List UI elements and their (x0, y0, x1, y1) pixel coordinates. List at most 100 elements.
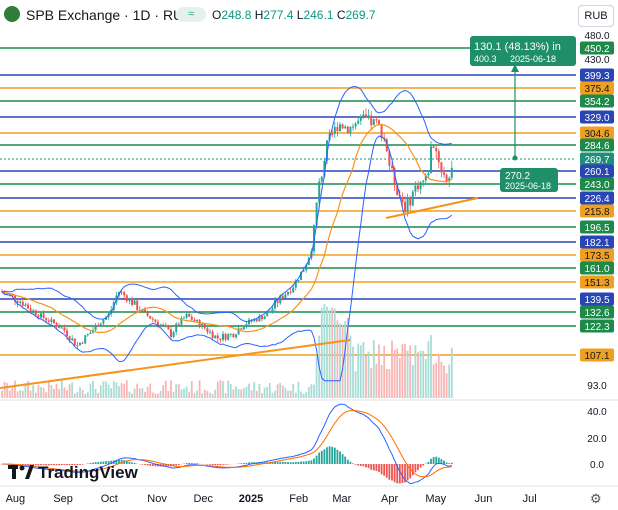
macd-histogram-bar (188, 462, 191, 464)
candle-body (216, 335, 219, 339)
low-label: L (296, 8, 304, 22)
volume-bar (110, 388, 113, 398)
volume-bar (21, 390, 24, 398)
macd-histogram-bar (164, 464, 167, 467)
volume-bar (216, 381, 219, 398)
candle-body (268, 311, 271, 313)
close-value: 269.7 (345, 8, 376, 22)
candle-body (391, 165, 393, 168)
volume-bar (448, 364, 451, 398)
candle-body (362, 114, 365, 117)
macd-histogram-bar (34, 464, 37, 466)
macd-histogram-bar (292, 462, 295, 464)
volume-bar (396, 348, 399, 398)
candle-body (378, 120, 380, 125)
symbol-title[interactable]: SPB Exchange · 1D · RUS (26, 7, 193, 23)
macd-histogram-bar (276, 461, 279, 464)
macd-histogram-bar (37, 464, 40, 466)
volume-bar (268, 382, 271, 398)
volume-bar (105, 381, 107, 398)
volume-bar (55, 383, 58, 398)
candle-body (266, 312, 269, 317)
macd-axis-label: 20.0 (587, 434, 607, 445)
volume-bar (248, 383, 250, 398)
x-tick-label: Sep (53, 493, 73, 505)
candle-body (128, 298, 131, 302)
macd-histogram-bar (344, 456, 347, 464)
volume-bar (81, 389, 84, 398)
candle-body (151, 318, 154, 320)
volume-bar (263, 387, 266, 398)
level-label-226.4: 226.4 (584, 194, 609, 205)
macd-histogram-bar (55, 464, 58, 466)
macd-histogram-bar (320, 450, 323, 464)
macd-histogram-bar (224, 464, 227, 465)
level-label-304.6: 304.6 (584, 129, 609, 140)
volume-bar (206, 390, 209, 398)
volume-bar (196, 390, 198, 398)
volume-bar (92, 380, 94, 398)
candle-body (367, 115, 370, 118)
macd-histogram-bar (339, 451, 341, 464)
candle-body (214, 335, 217, 339)
candle-body (385, 139, 388, 152)
macd-histogram-bar (115, 459, 118, 464)
macd-histogram-bar (222, 464, 224, 465)
candle-body (198, 320, 201, 327)
macd-histogram-bar (300, 461, 302, 464)
level-label-354.2: 354.2 (584, 97, 609, 108)
volume-bar (365, 355, 367, 398)
candle-body (253, 319, 256, 322)
volume-bar (310, 384, 313, 398)
candle-body (211, 331, 214, 339)
level-tag-450.2 (580, 41, 614, 55)
macd-histogram-bar (404, 464, 406, 483)
measure-top-box (470, 36, 576, 66)
volume-bar (297, 381, 300, 398)
macd-histogram-bar (216, 464, 219, 466)
candle-body (349, 126, 352, 134)
volume-bar (86, 392, 89, 398)
candle-body (333, 127, 336, 135)
level-label-132.6: 132.6 (584, 308, 609, 319)
currency-selector[interactable]: RUB (578, 5, 614, 27)
volume-bar (141, 388, 144, 398)
macd-histogram-bar (42, 464, 45, 466)
volume-bar (274, 390, 276, 398)
level-tag-107.1 (580, 348, 614, 362)
macd-histogram-bar (45, 464, 48, 466)
macd-histogram-bar (105, 461, 107, 464)
candle-body (167, 326, 170, 330)
candle-body (68, 336, 71, 341)
candle-body (177, 323, 180, 325)
volume-bar (118, 386, 120, 398)
candle-body (279, 295, 282, 304)
macd-histogram-bar (287, 462, 289, 464)
candle-body (318, 181, 321, 203)
bollinger-lower-line (1, 135, 453, 382)
macd-histogram-bar (346, 459, 349, 464)
volume-bar (346, 317, 349, 398)
candle-body (63, 327, 66, 331)
volume-bar (424, 359, 427, 398)
level-tag-304.6 (580, 126, 614, 140)
candle-body (102, 319, 105, 324)
volume-bar (79, 387, 81, 398)
volume-bar (245, 386, 248, 398)
candle-body (183, 317, 185, 319)
candle-body (232, 333, 235, 338)
macd-histogram-bar (24, 464, 27, 466)
gear-icon[interactable]: ⚙ (590, 491, 602, 506)
macd-histogram-bar (258, 462, 261, 464)
candle-body (255, 319, 258, 322)
volume-bar (144, 391, 146, 398)
wave-icon[interactable]: ≈ (176, 7, 206, 22)
volume-bar (437, 353, 440, 398)
candle-body (414, 185, 417, 192)
measure-start-point (512, 155, 518, 161)
volume-bar (63, 387, 66, 398)
tradingview-brand[interactable]: TradingView (8, 463, 138, 483)
candle-body (11, 294, 14, 296)
level-tag-375.4 (580, 81, 614, 95)
